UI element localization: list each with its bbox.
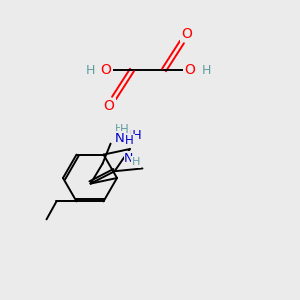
Text: N: N	[122, 129, 131, 142]
Text: O: O	[182, 27, 192, 41]
Text: H: H	[125, 134, 134, 147]
Text: H: H	[201, 64, 211, 76]
Text: N: N	[124, 152, 134, 164]
Text: H: H	[114, 124, 123, 134]
Text: H: H	[132, 157, 140, 167]
Text: H: H	[85, 64, 95, 76]
Text: H: H	[120, 123, 129, 136]
Text: O: O	[100, 63, 111, 77]
Text: –H: –H	[127, 129, 142, 142]
Text: O: O	[103, 99, 114, 113]
Text: O: O	[184, 63, 195, 77]
Text: N: N	[115, 132, 124, 145]
